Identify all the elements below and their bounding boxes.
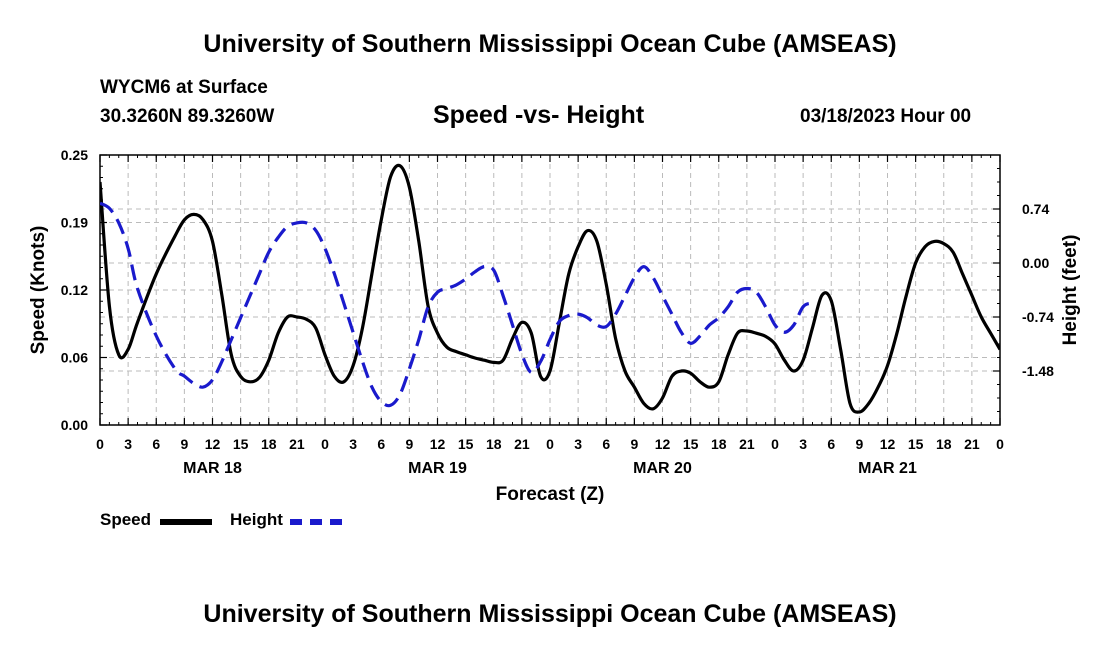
x-tick-label: 12 [430,436,446,452]
x-tick-label: 0 [321,436,329,452]
x-tick-label: 21 [739,436,755,452]
x-tick-label: 12 [880,436,896,452]
height-series-line [100,201,813,408]
station-label: WYCM6 at Surface [100,77,268,98]
x-tick-label: 0 [771,436,779,452]
x-tick-label: 0 [546,436,554,452]
legend-speed-label: Speed [100,510,152,529]
y-tick-label: 0.19 [61,215,88,231]
x-tick-label: 15 [908,436,924,452]
date-label: MAR 21 [858,460,917,477]
x-tick-label: 9 [180,436,188,452]
x-tick-label: 9 [630,436,638,452]
coordinates-label: 30.3260N 89.3260W [100,106,275,127]
y-tick-label: 0.25 [61,147,88,163]
date-label: MAR 18 [183,460,242,477]
y2-tick-label: 0.00 [1022,255,1049,271]
legend-speed-swatch [160,519,212,525]
x-tick-label: 18 [936,436,952,452]
footer-title: University of Southern Mississippi Ocean… [203,600,897,628]
x-tick-label: 0 [96,436,104,452]
chart-subtitle: Speed -vs- Height [433,101,645,129]
x-tick-label: 21 [964,436,980,452]
x-tick-label: 15 [683,436,699,452]
x-tick-label: 6 [827,436,835,452]
y2-tick-label: 0.74 [1022,201,1049,217]
x-tick-label: 12 [205,436,221,452]
x-axis-title: Forecast (Z) [496,484,605,505]
x-tick-label: 18 [261,436,277,452]
x-tick-label: 21 [514,436,530,452]
x-tick-label: 3 [799,436,807,452]
y2-axis-title: Height (feet) [1060,235,1081,346]
x-tick-label: 3 [124,436,132,452]
x-tick-label: 9 [405,436,413,452]
page-title: University of Southern Mississippi Ocean… [203,30,897,58]
x-tick-label: 3 [349,436,357,452]
y-tick-label: 0.12 [61,282,88,298]
date-label: MAR 20 [633,460,692,477]
x-tick-label: 6 [152,436,160,452]
x-tick-label: 0 [996,436,1004,452]
datetime-label: 03/18/2023 Hour 00 [800,106,972,127]
x-tick-label: 18 [486,436,502,452]
y-tick-label: 0.06 [61,350,88,366]
x-tick-label: 15 [458,436,474,452]
x-tick-label: 18 [711,436,727,452]
date-label: MAR 19 [408,460,467,477]
x-tick-label: 9 [855,436,863,452]
legend-height-swatch [290,519,342,525]
y2-tick-label: -1.48 [1022,363,1054,379]
x-tick-label: 21 [289,436,305,452]
y-axis-title: Speed (Knots) [28,226,49,355]
y-tick-label: 0.00 [61,417,88,433]
y2-tick-label: -0.74 [1022,309,1054,325]
x-tick-label: 12 [655,436,671,452]
x-tick-label: 6 [377,436,385,452]
x-tick-label: 6 [602,436,610,452]
x-tick-label: 15 [233,436,249,452]
speed-series-line [100,163,1000,414]
x-tick-label: 3 [574,436,582,452]
legend-height-label: Height [230,510,283,529]
